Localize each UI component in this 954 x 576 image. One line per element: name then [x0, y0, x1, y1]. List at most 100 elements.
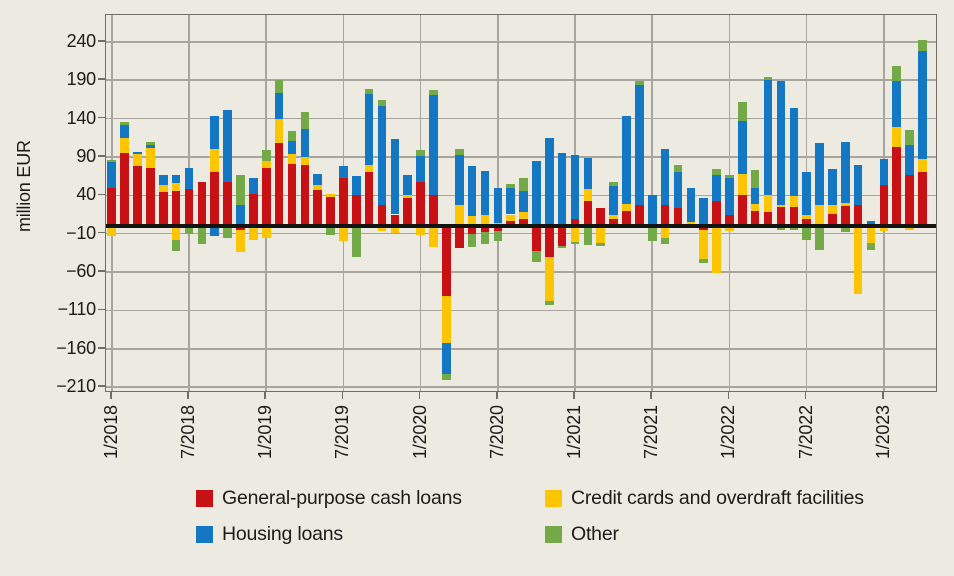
bar-segment-b — [712, 175, 721, 202]
bar-segment-y — [403, 194, 413, 199]
bar-segment-b — [789, 107, 799, 197]
bar-segment-g — [596, 242, 606, 246]
bar-segment-r — [673, 207, 683, 226]
y-tick-label: 90 — [76, 145, 96, 166]
legend-swatch-b — [196, 526, 213, 543]
bar-segment-r — [197, 182, 207, 227]
gridline-horizontal — [106, 41, 936, 43]
bar-segment-r — [725, 214, 734, 226]
bar-segment-y — [763, 194, 773, 213]
legend-label-y: Credit cards and overdraft facilities — [571, 487, 864, 509]
bar-segment-r — [158, 192, 168, 226]
bar-segment-b — [403, 175, 413, 195]
bar-segment-y — [326, 193, 335, 197]
y-tick-label: 40 — [76, 184, 96, 205]
bar-segment-y — [454, 205, 464, 226]
x-axis-tick — [109, 392, 112, 399]
bar-segment-g — [120, 122, 129, 126]
gridline-horizontal — [106, 386, 936, 388]
bar-segment-y — [313, 185, 322, 190]
bar-segment-b — [660, 148, 670, 205]
bar-segment-g — [184, 226, 194, 235]
bar-segment-b — [879, 159, 889, 185]
bar-segment-y — [519, 212, 528, 220]
x-tick-label: 1/2023 — [872, 405, 893, 459]
x-axis-tick — [418, 392, 421, 399]
bar-segment-r — [313, 189, 322, 227]
bar-segment-y — [545, 256, 554, 302]
bar-segment-g — [236, 175, 245, 205]
bar-segment-y — [815, 204, 824, 227]
bar-segment-b — [699, 197, 709, 227]
bar-segment-b — [184, 168, 194, 190]
x-axis-tick — [264, 392, 266, 399]
gridline-horizontal — [106, 156, 936, 158]
bar-segment-y — [789, 196, 799, 207]
bar-segment-r — [120, 153, 129, 226]
legend-swatch-y — [545, 490, 562, 507]
bar-segment-g — [840, 226, 850, 233]
bar-segment-r — [918, 171, 927, 226]
bar-segment-r — [853, 204, 863, 227]
bar-segment-g — [364, 89, 374, 95]
bar-segment-r — [892, 146, 902, 226]
bar-segment-y — [776, 204, 786, 207]
bar-segment-b — [493, 188, 503, 223]
bar-segment-r — [712, 201, 721, 226]
bar-segment-r — [738, 195, 747, 226]
bar-segment-y — [840, 203, 850, 207]
bar-segment-r — [184, 189, 194, 227]
x-axis-tick — [187, 392, 189, 399]
bar-segment-r — [326, 196, 335, 227]
bar-segment-r — [146, 168, 155, 227]
x-tick-label: 7/2022 — [795, 405, 816, 459]
bar-segment-g — [107, 160, 117, 163]
bar-segment-b — [467, 166, 477, 217]
bar-segment-r — [261, 167, 271, 226]
x-tick-label: 1/2022 — [718, 405, 739, 459]
bar-segment-y — [107, 226, 117, 236]
bar-segment-y — [583, 189, 593, 202]
bar-segment-g — [738, 102, 747, 121]
bar-segment-b — [763, 80, 773, 195]
bar-segment-g — [519, 178, 528, 191]
bar-segment-b — [506, 188, 515, 215]
bar-segment-b — [519, 190, 528, 213]
legend-item-g: Other — [545, 523, 864, 546]
bar-segment-r — [390, 214, 400, 226]
bar-segment-b — [647, 194, 657, 226]
bar-segment-b — [210, 226, 220, 236]
plot-area — [105, 14, 937, 392]
bar-segment-g — [287, 130, 297, 141]
bar-segment-g — [635, 80, 644, 85]
bar-segment-b — [828, 169, 837, 205]
bar-segment-r — [506, 221, 515, 226]
bar-segment-y — [918, 159, 927, 172]
bar-segment-b — [545, 137, 554, 226]
x-tick-label: 1/2020 — [409, 405, 430, 459]
y-axis-tick — [98, 231, 105, 234]
bar-segment-r — [442, 226, 451, 296]
bar-segment-b — [454, 154, 464, 206]
bar-segment-r — [210, 171, 220, 226]
bar-segment-r — [596, 207, 606, 226]
bar-segment-r — [609, 219, 618, 226]
bar-segment-b — [249, 178, 258, 194]
legend-label-r: General-purpose cash loans — [222, 487, 462, 509]
bar-segment-r — [557, 226, 567, 246]
bar-segment-g — [725, 174, 734, 179]
y-tick-label: −210 — [56, 376, 96, 397]
bar-segment-b — [442, 343, 451, 375]
bar-segment-b — [146, 145, 155, 148]
x-tick-label: 7/2020 — [486, 405, 507, 459]
bar-segment-y — [236, 229, 245, 253]
bar-segment-r — [532, 226, 541, 252]
gridline-horizontal — [106, 232, 936, 235]
bar-segment-r — [416, 181, 425, 226]
y-axis-tick — [98, 155, 105, 157]
bar-segment-r — [635, 205, 644, 226]
bar-segment-r — [480, 226, 490, 233]
bar-segment-g — [261, 150, 271, 161]
bar-segment-y — [570, 226, 580, 243]
